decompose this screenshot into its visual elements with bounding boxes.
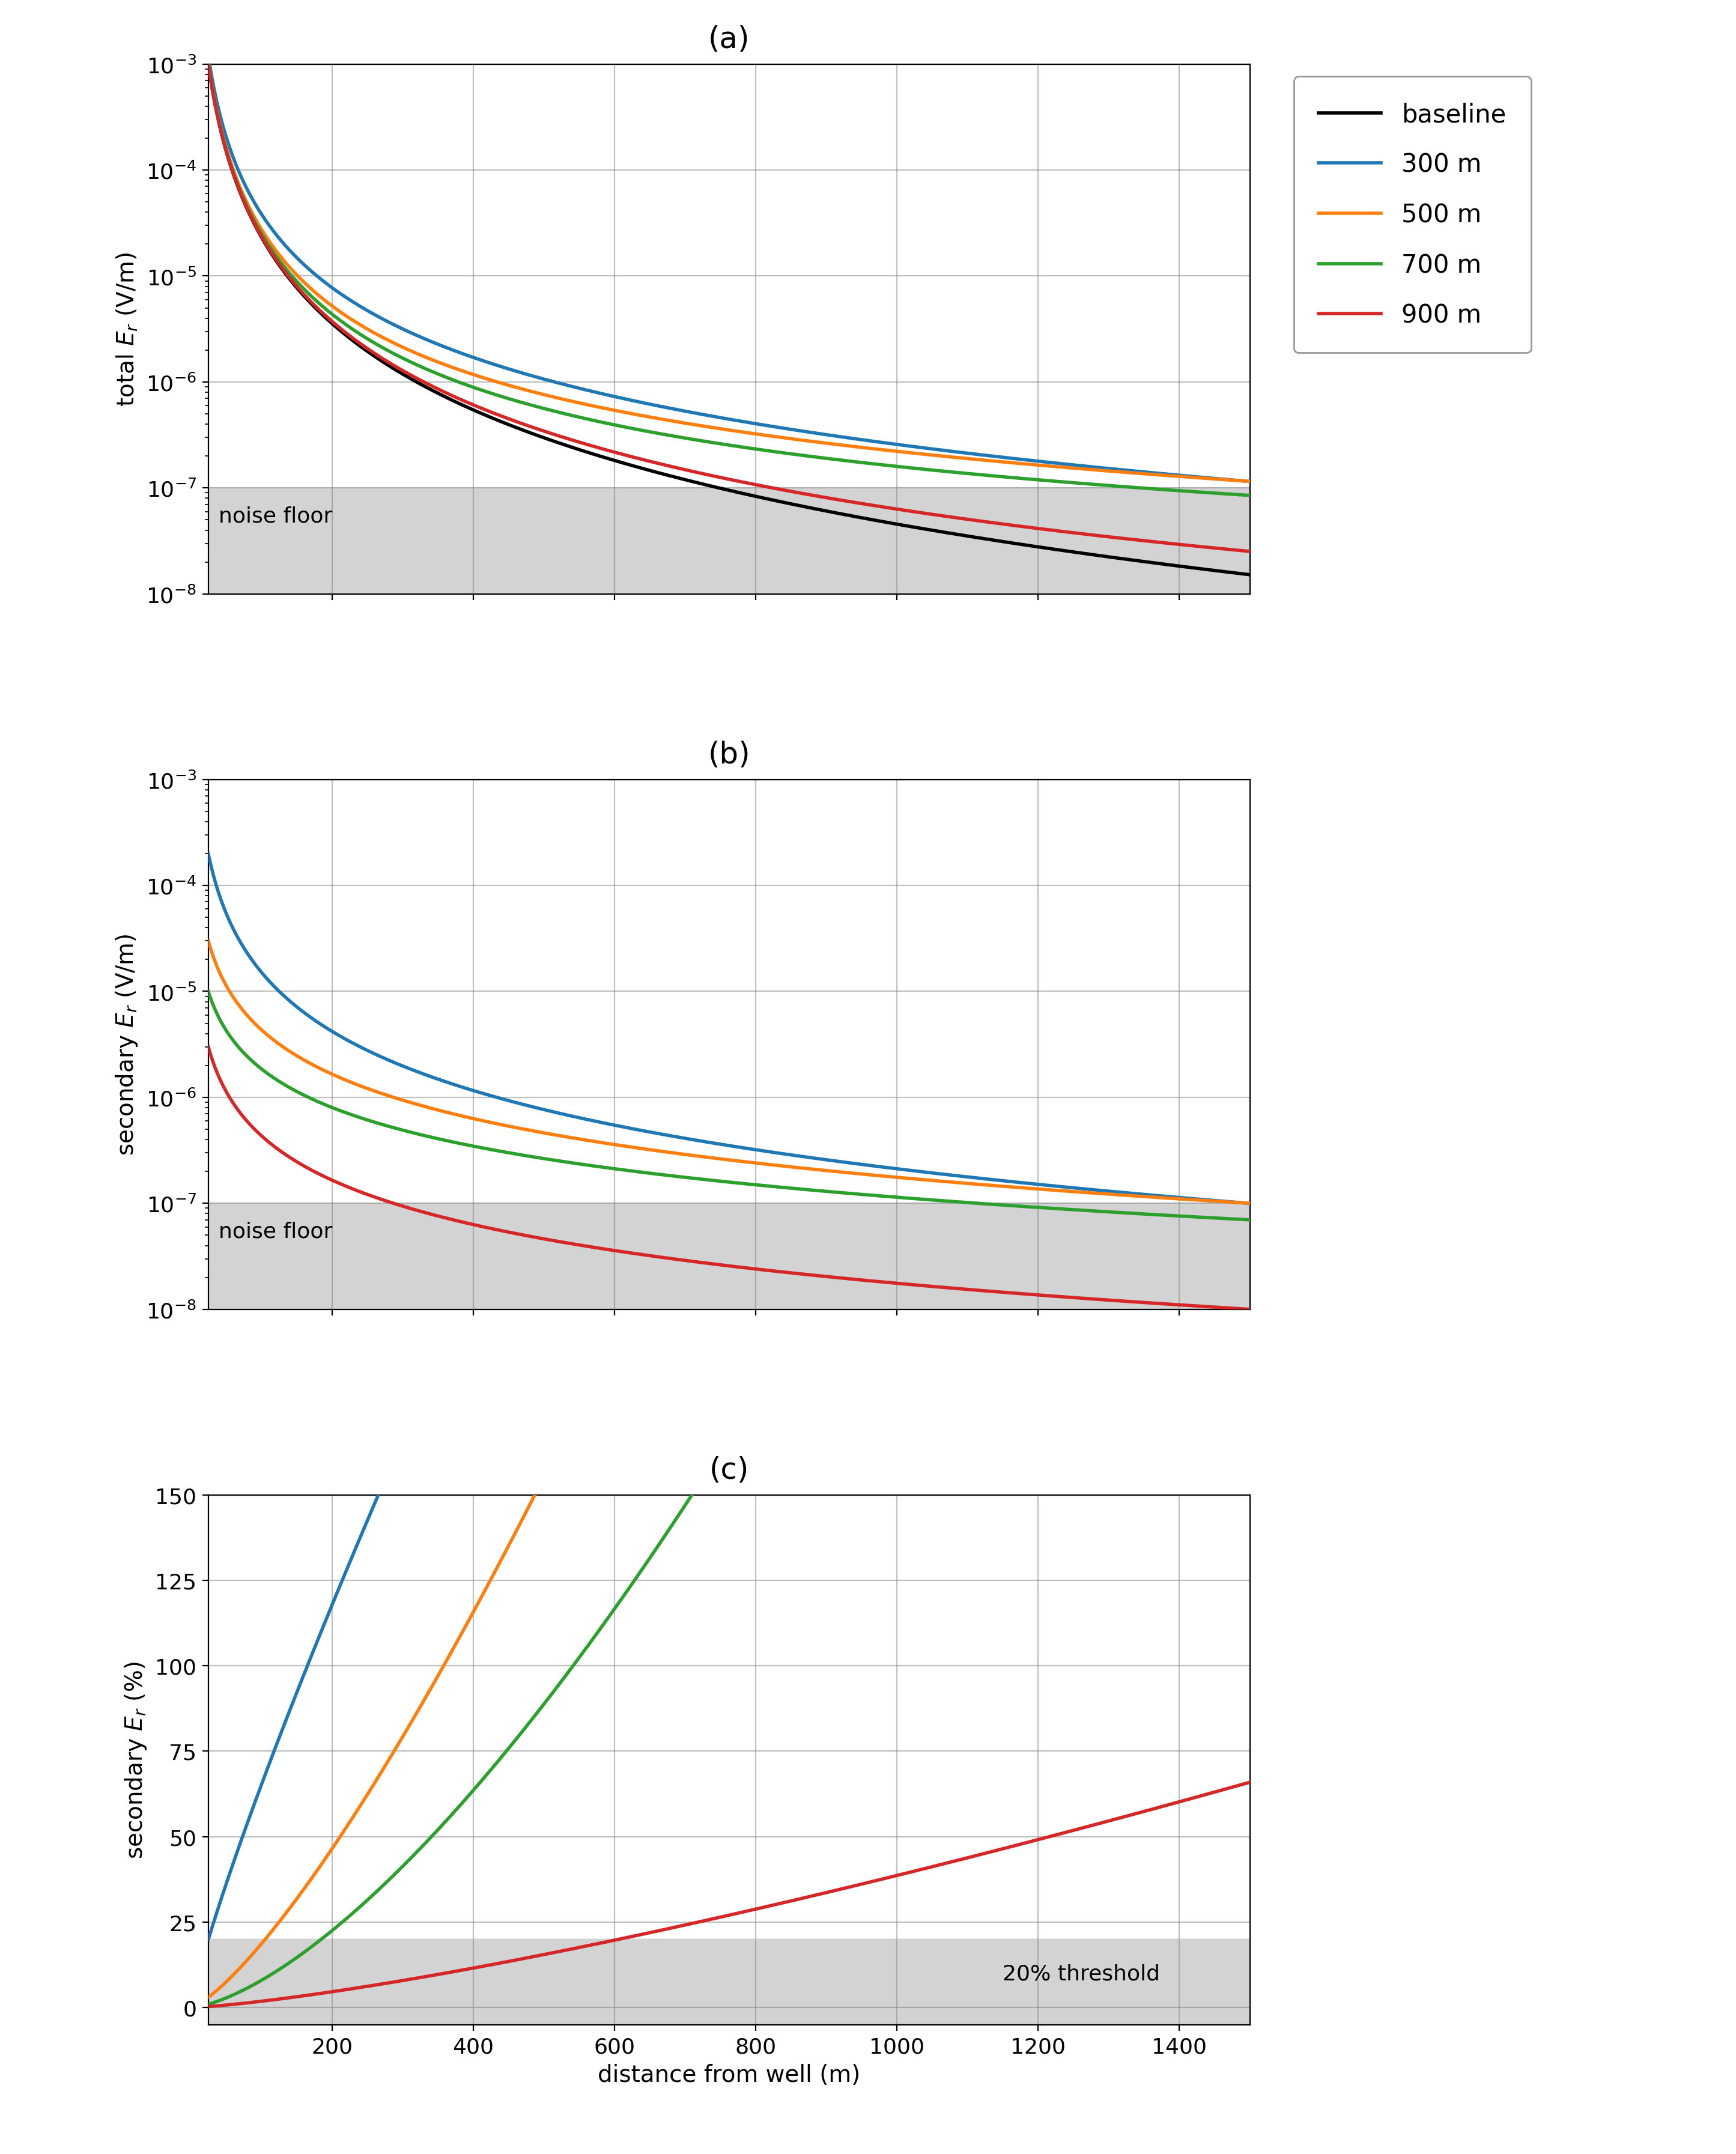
- 700 m: [1240, 482, 1260, 508]
- baseline: [597, 446, 618, 472]
- Text: noise floor: noise floor: [219, 506, 333, 526]
- 500 m: [642, 405, 663, 431]
- Title: (b): (b): [708, 741, 750, 769]
- baseline: [1219, 560, 1240, 586]
- 300 m: [1240, 470, 1260, 495]
- Y-axis label: secondary $E_r$ (V/m): secondary $E_r$ (V/m): [115, 933, 139, 1157]
- X-axis label: distance from well (m): distance from well (m): [597, 2064, 861, 2087]
- baseline: [1240, 562, 1260, 588]
- Text: noise floor: noise floor: [219, 1221, 333, 1241]
- 500 m: [597, 396, 618, 422]
- 900 m: [1219, 536, 1240, 562]
- 500 m: [316, 291, 337, 317]
- 300 m: [198, 43, 219, 69]
- Title: (c): (c): [710, 1456, 748, 1484]
- 900 m: [1108, 526, 1128, 551]
- 900 m: [597, 437, 618, 463]
- 300 m: [597, 383, 618, 409]
- 700 m: [1108, 474, 1128, 500]
- Legend: baseline, 300 m, 500 m, 700 m, 900 m: baseline, 300 m, 500 m, 700 m, 900 m: [1293, 78, 1531, 353]
- 300 m: [378, 310, 399, 336]
- 700 m: [642, 420, 663, 446]
- 700 m: [198, 52, 219, 78]
- 300 m: [1219, 467, 1240, 493]
- 700 m: [378, 338, 399, 364]
- Line: 900 m: 900 m: [208, 65, 1250, 551]
- baseline: [378, 353, 399, 379]
- 500 m: [1108, 459, 1128, 485]
- 700 m: [597, 411, 618, 437]
- 300 m: [1108, 457, 1128, 482]
- 700 m: [316, 297, 337, 323]
- baseline: [642, 459, 663, 485]
- 900 m: [1240, 538, 1260, 564]
- 500 m: [1240, 470, 1260, 495]
- Text: 20% threshold: 20% threshold: [1003, 1962, 1160, 1984]
- 300 m: [642, 392, 663, 418]
- 900 m: [642, 450, 663, 476]
- Y-axis label: secondary $E_r$ (%): secondary $E_r$ (%): [123, 1661, 149, 1859]
- baseline: [316, 306, 337, 332]
- 700 m: [1219, 482, 1240, 508]
- Y-axis label: total $E_r$ (V/m): total $E_r$ (V/m): [115, 252, 139, 407]
- Line: 700 m: 700 m: [208, 65, 1250, 495]
- 900 m: [378, 351, 399, 377]
- Line: 300 m: 300 m: [208, 56, 1250, 482]
- baseline: [1108, 545, 1128, 571]
- 900 m: [316, 304, 337, 330]
- 500 m: [1219, 467, 1240, 493]
- Line: baseline: baseline: [208, 65, 1250, 575]
- 500 m: [198, 50, 219, 75]
- 900 m: [198, 52, 219, 78]
- baseline: [198, 52, 219, 78]
- Line: 500 m: 500 m: [208, 62, 1250, 482]
- 300 m: [316, 271, 337, 297]
- 500 m: [378, 327, 399, 353]
- Title: (a): (a): [708, 26, 750, 54]
